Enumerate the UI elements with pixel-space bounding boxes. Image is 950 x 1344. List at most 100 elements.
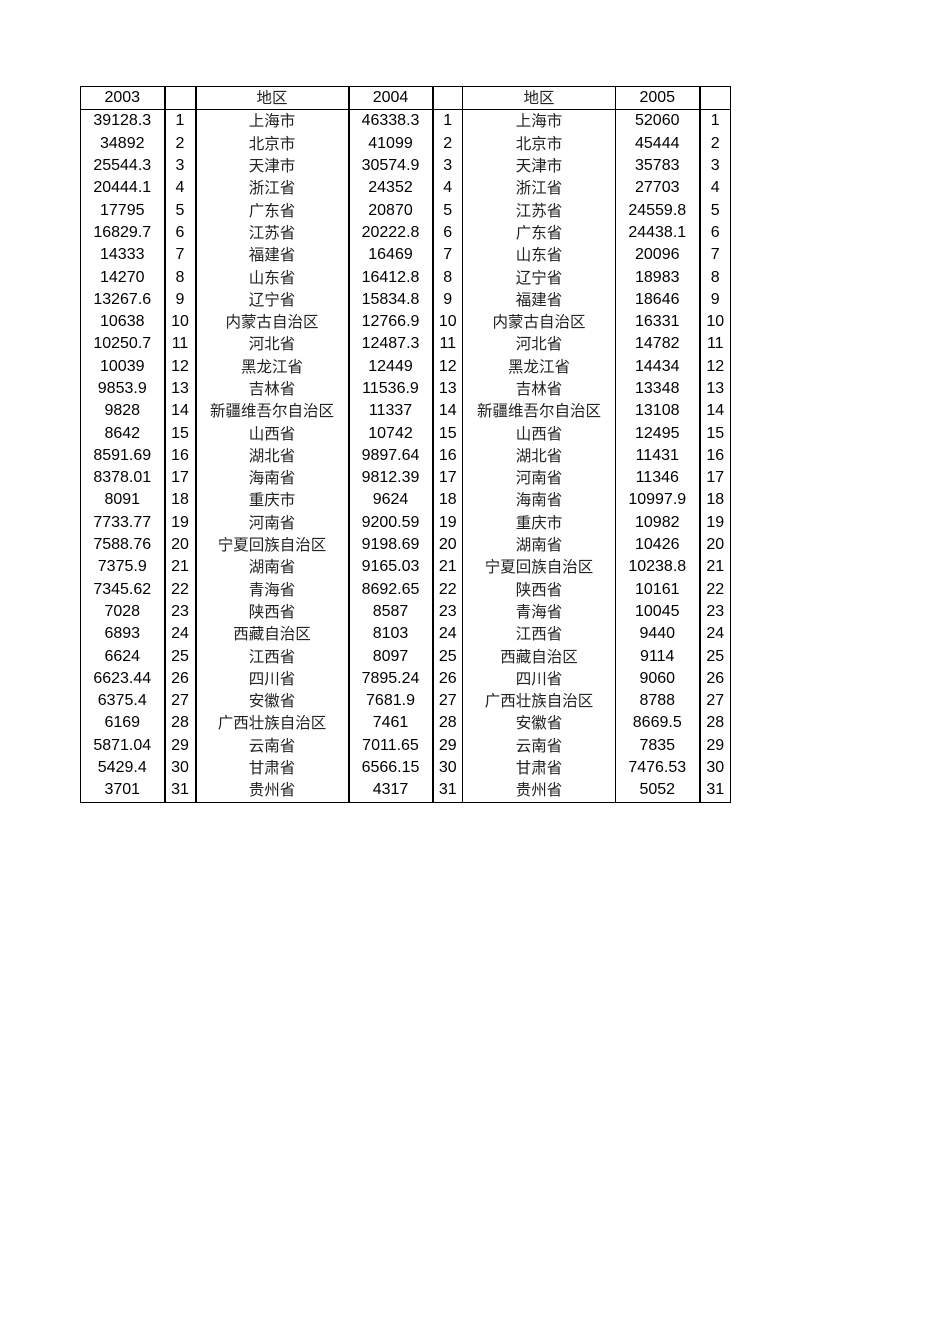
cell-value-2005: 9060 — [615, 667, 701, 691]
cell-rank-2003: 27 — [164, 690, 197, 713]
cell-region-2005: 青海省 — [462, 600, 616, 624]
cell-rank-2004: 29 — [432, 734, 463, 757]
cell-rank-2005: 18 — [706, 491, 725, 509]
cell-rank-2005: 3 — [710, 157, 720, 175]
header-value-2004: 2004 — [348, 86, 434, 111]
cell-region-2004: 山东省 — [195, 266, 350, 289]
cell-rank-2004: 16 — [432, 444, 463, 468]
cell-rank-2005: 11 — [706, 335, 724, 353]
ranking-table: 2003 地区 2004 地区 2005 39128.3 1 上海市 46338.3 1 上海市 52… — [80, 86, 731, 803]
cell-value-2004: 7681.9 — [348, 690, 434, 713]
cell-region-2004: 宁夏回族自治区 — [195, 533, 350, 557]
cell-region-2005: 云南省 — [462, 734, 616, 757]
cell-value-2005: 35783 — [615, 154, 701, 178]
cell-region-2004: 新疆维吾尔自治区 — [195, 400, 350, 423]
cell-value-2004: 9198.69 — [348, 533, 434, 557]
cell-value-2005: 10426 — [615, 533, 701, 557]
cell-value-2004: 24352 — [348, 177, 434, 200]
cell-rank-2005: 17 — [706, 469, 725, 487]
cell-rank-2003: 13 — [164, 377, 197, 401]
header-row: 2003 地区 2004 地区 2005 — [80, 86, 731, 111]
cell-value-2004: 16412.8 — [348, 266, 434, 289]
table-row: 39128.3 1 上海市 46338.3 1 上海市 52060 1 — [80, 109, 731, 133]
cell-rank-2003: 15 — [164, 422, 197, 445]
cell-value-2005: 8669.5 — [615, 712, 701, 735]
header-rank-2004 — [432, 86, 463, 111]
cell-rank-2003: 20 — [164, 533, 197, 557]
table-row: 10250.7 11 河北省 12487.3 11 河北省 14782 11 — [80, 333, 731, 356]
cell-value-2003: 17795 — [80, 199, 166, 222]
cell-rank-2003: 29 — [164, 734, 197, 757]
cell-region-2004: 山西省 — [195, 422, 350, 445]
cell-region-2005: 海南省 — [462, 489, 616, 512]
cell-value-2003: 8591.69 — [80, 444, 166, 468]
cell-rank-2003: 17 — [164, 467, 197, 490]
cell-value-2004: 11536.9 — [348, 377, 434, 401]
cell-value-2003: 34892 — [80, 132, 166, 155]
cell-rank-2004: 4 — [432, 177, 463, 200]
cell-rank-2004: 10 — [432, 310, 463, 334]
cell-region-2005: 西藏自治区 — [462, 645, 616, 668]
table-row: 3701 31 贵州省 4317 31 贵州省 5052 31 — [80, 779, 731, 802]
cell-value-2003: 39128.3 — [80, 109, 166, 133]
table-row: 9828 14 新疆维吾尔自治区 11337 14 新疆维吾尔自治区 13108 14 — [80, 400, 731, 423]
cell-region-2004: 甘肃省 — [195, 756, 350, 780]
cell-rank-2004: 17 — [432, 467, 463, 490]
cell-value-2004: 8587 — [348, 600, 434, 624]
cell-rank-2003: 12 — [164, 355, 197, 378]
cell-rank-2003: 22 — [164, 578, 197, 601]
table-row: 13267.6 9 辽宁省 15834.8 9 福建省 18646 9 — [80, 288, 731, 311]
cell-value-2004: 7011.65 — [348, 734, 434, 757]
cell-value-2004: 12766.9 — [348, 310, 434, 334]
table-row: 6375.4 27 安徽省 7681.9 27 广西壮族自治区 8788 27 — [80, 690, 731, 713]
cell-value-2004: 30574.9 — [348, 154, 434, 178]
cell-rank-2003: 25 — [164, 645, 197, 668]
table-row: 7588.76 20 宁夏回族自治区 9198.69 20 湖南省 10426 20 — [80, 533, 731, 557]
cell-rank-2003: 11 — [164, 333, 197, 356]
table-row: 14333 7 福建省 16469 7 山东省 20096 7 — [80, 244, 731, 267]
cell-region-2004: 安徽省 — [195, 690, 350, 713]
table-row: 6169 28 广西壮族自治区 7461 28 安徽省 8669.5 28 — [80, 712, 731, 735]
cell-rank-2004: 9 — [432, 288, 463, 311]
cell-rank-2005: 19 — [706, 513, 725, 531]
cell-region-2005: 上海市 — [462, 109, 616, 133]
cell-value-2004: 12449 — [348, 355, 434, 378]
cell-rank-2005: 16 — [706, 446, 725, 464]
cell-rank-2005: 28 — [706, 714, 725, 732]
cell-value-2005: 27703 — [615, 177, 701, 200]
cell-region-2004: 河北省 — [195, 333, 350, 356]
cell-region-2005: 贵州省 — [462, 779, 616, 802]
cell-rank-2003: 6 — [164, 221, 197, 245]
cell-region-2005: 甘肃省 — [462, 756, 616, 780]
cell-region-2005: 安徽省 — [462, 712, 616, 735]
cell-rank-2003: 31 — [164, 779, 197, 802]
cell-rank-2004: 5 — [432, 199, 463, 222]
cell-region-2005: 宁夏回族自治区 — [462, 556, 616, 579]
cell-value-2003: 8642 — [80, 422, 166, 445]
cell-region-2004: 河南省 — [195, 511, 350, 534]
cell-rank-2004: 12 — [432, 355, 463, 378]
cell-value-2004: 8103 — [348, 623, 434, 646]
cell-value-2005: 24559.8 — [615, 199, 701, 222]
cell-region-2005: 内蒙古自治区 — [462, 310, 616, 334]
cell-value-2003: 6623.44 — [80, 667, 166, 691]
cell-region-2005: 福建省 — [462, 288, 616, 311]
cell-region-2005: 湖南省 — [462, 533, 616, 557]
table-row: 25544.3 3 天津市 30574.9 3 天津市 35783 3 — [80, 154, 731, 178]
table-row: 7345.62 22 青海省 8692.65 22 陕西省 10161 22 — [80, 578, 731, 601]
cell-rank-2004: 19 — [432, 511, 463, 534]
table-row: 34892 2 北京市 41099 2 北京市 45444 2 — [80, 132, 731, 155]
cell-region-2004: 青海省 — [195, 578, 350, 601]
cell-rank-2004: 22 — [432, 578, 463, 601]
cell-region-2004: 广东省 — [195, 199, 350, 222]
cell-value-2005: 11431 — [615, 444, 701, 468]
cell-region-2004: 重庆市 — [195, 489, 350, 512]
cell-value-2003: 10039 — [80, 355, 166, 378]
cell-value-2003: 8378.01 — [80, 467, 166, 490]
cell-rank-2003: 28 — [164, 712, 197, 735]
cell-region-2004: 吉林省 — [195, 377, 350, 401]
cell-region-2004: 广西壮族自治区 — [195, 712, 350, 735]
cell-value-2003: 7345.62 — [80, 578, 166, 601]
cell-region-2004: 陕西省 — [195, 600, 350, 624]
cell-value-2005: 7835 — [615, 734, 701, 757]
